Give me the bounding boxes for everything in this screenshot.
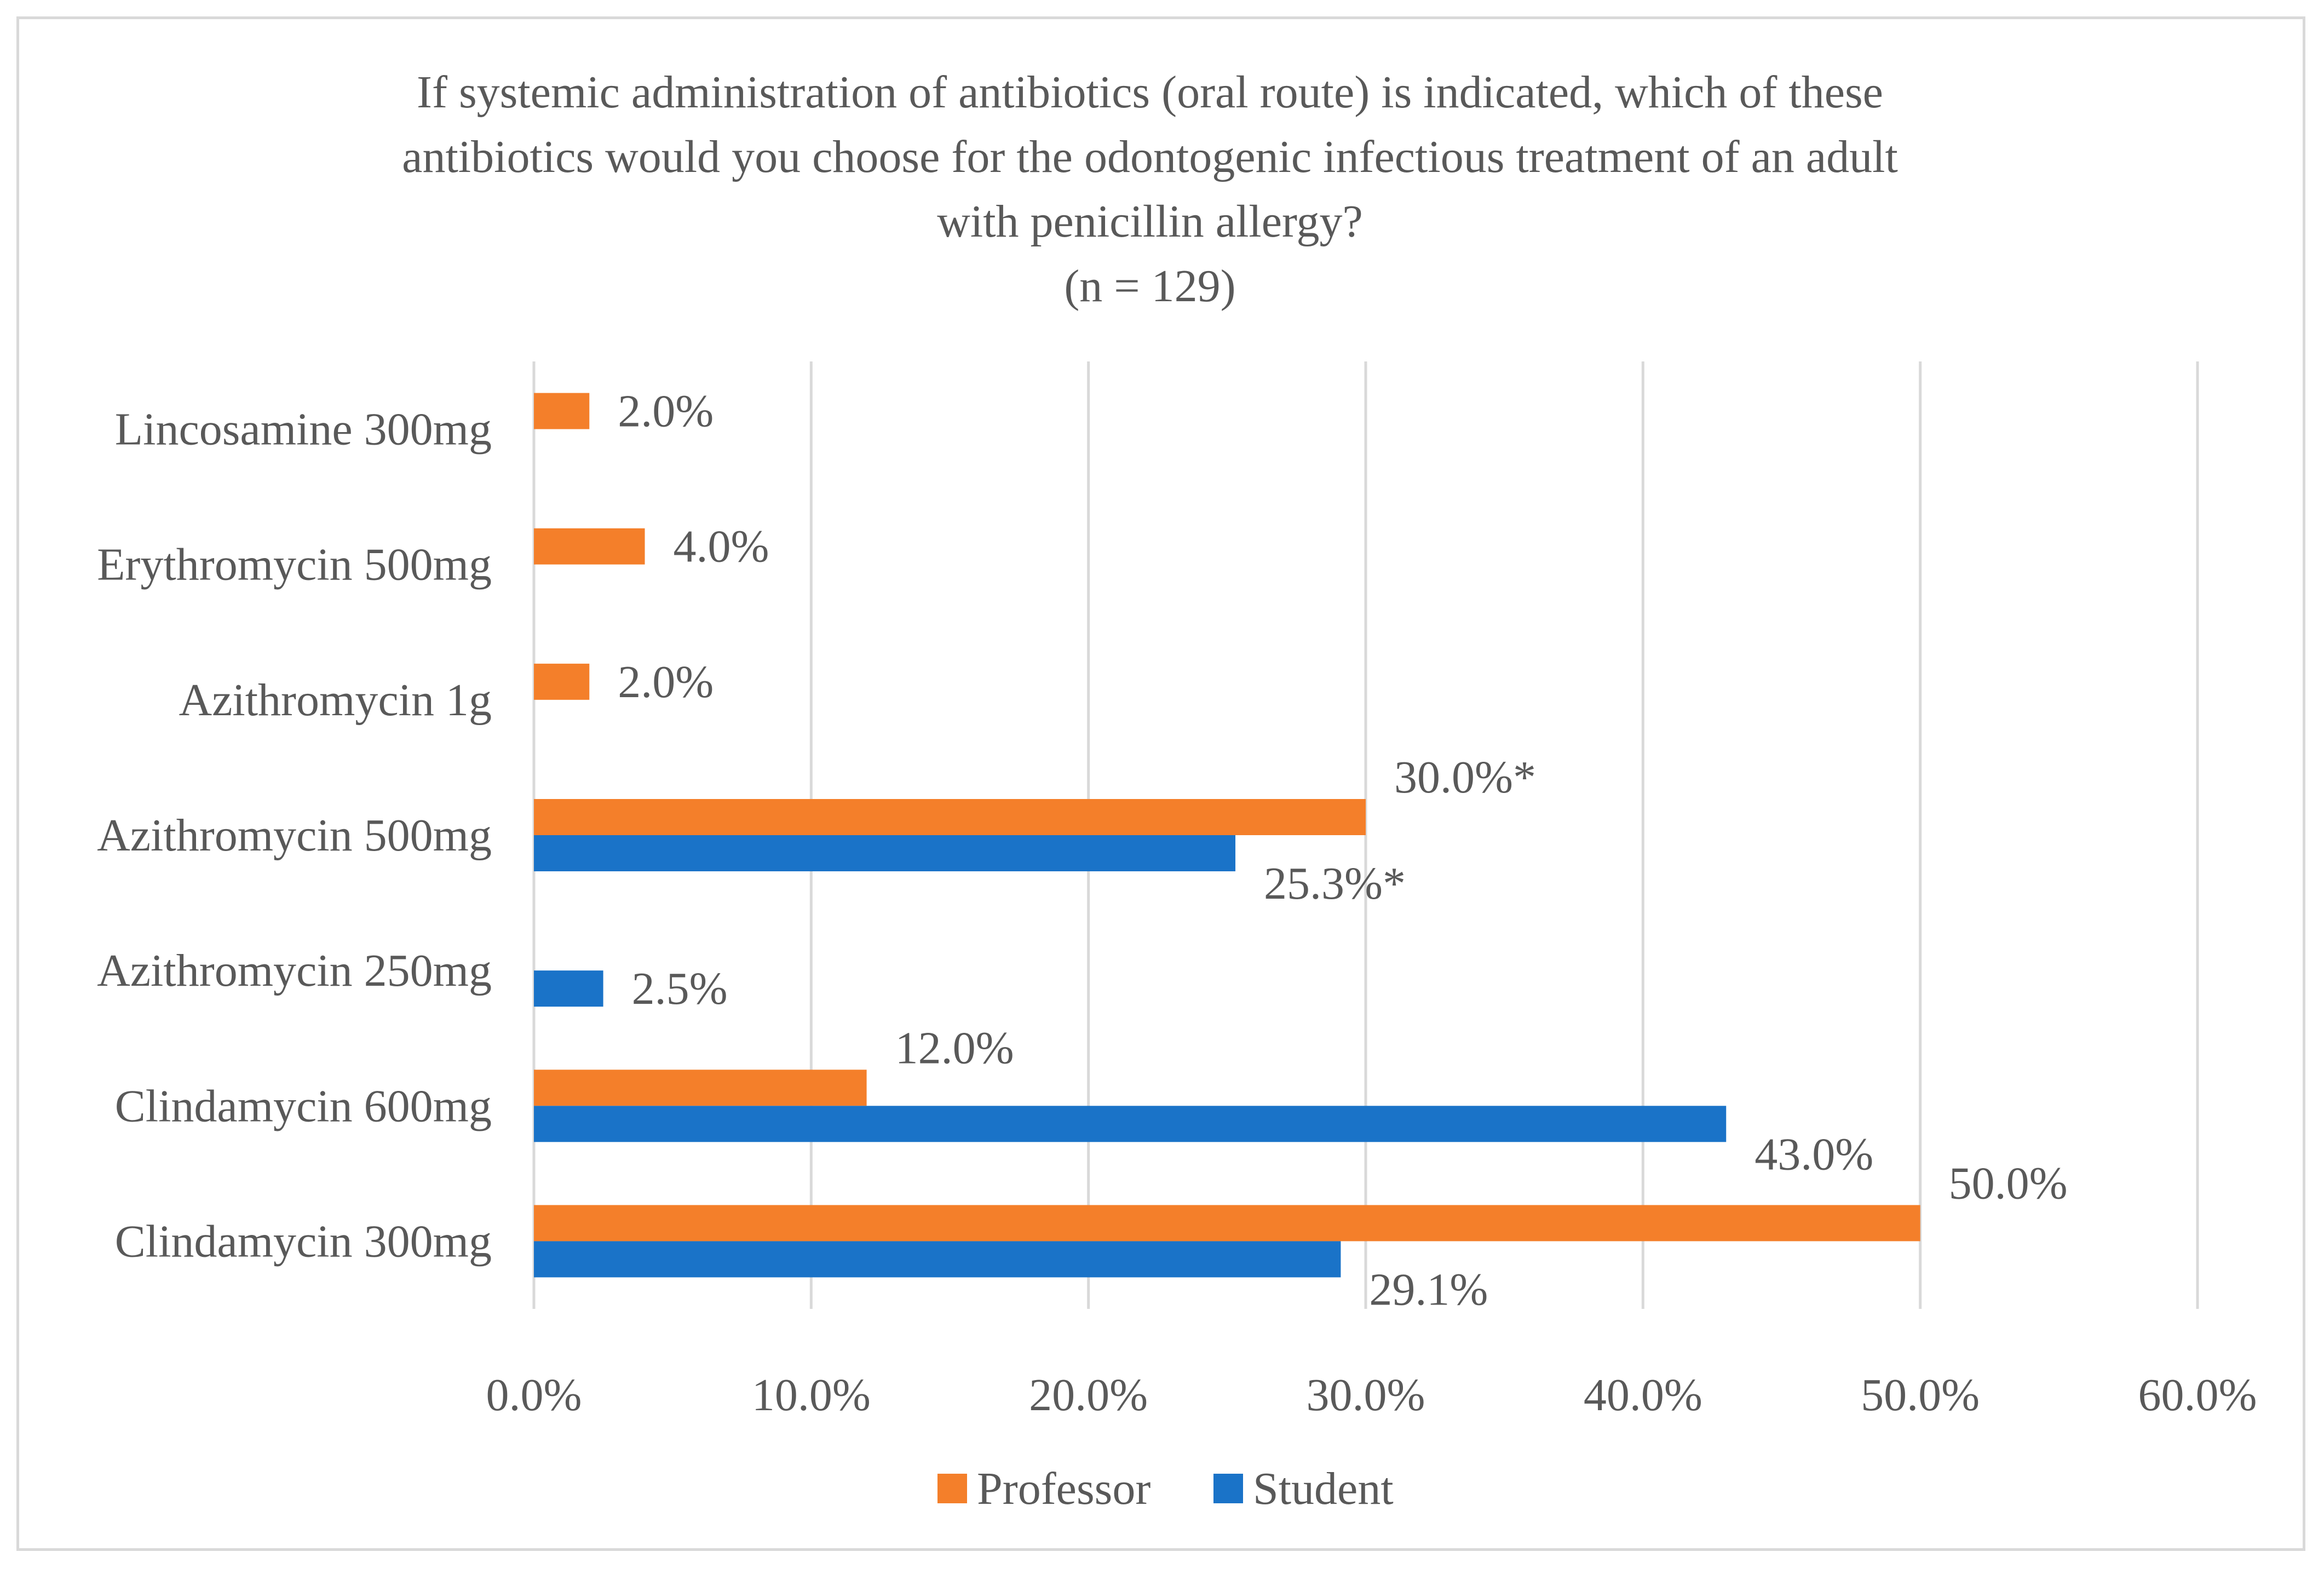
chart-title-line-3: with penicillin allergy?	[937, 196, 1363, 247]
chart-frame	[16, 16, 2305, 1551]
y-tick-label-5: Erythromycin 500mg	[97, 539, 492, 590]
data-label-professor-3: 30.0%*	[1394, 752, 1536, 803]
x-tick-label-0: 0.0%	[486, 1370, 582, 1421]
data-label-professor-1: 12.0%	[895, 1022, 1014, 1073]
legend-swatch-student	[1213, 1474, 1243, 1503]
y-tick-label-6: Lincosamine 300mg	[115, 404, 492, 455]
legend-item-professor: Professor	[937, 1461, 1151, 1516]
bar-professor-1	[534, 1070, 867, 1106]
bar-student-1	[534, 1106, 1727, 1142]
bar-professor-0	[534, 1205, 1920, 1242]
y-tick-label-2: Azithromycin 250mg	[97, 945, 492, 996]
bar-student-0	[534, 1241, 1341, 1278]
x-tick-label-2: 20.0%	[1029, 1370, 1148, 1421]
data-label-professor-0: 50.0%	[1949, 1158, 2068, 1209]
data-label-professor-6: 2.0%	[618, 386, 714, 437]
y-tick-label-0: Clindamycin 300mg	[115, 1216, 492, 1267]
legend-swatch-professor	[937, 1474, 967, 1503]
x-tick-label-6: 60.0%	[2138, 1370, 2257, 1421]
x-tick-label-5: 50.0%	[1861, 1370, 1980, 1421]
y-tick-label-4: Azithromycin 1g	[179, 675, 492, 726]
data-label-student-3: 25.3%*	[1264, 858, 1406, 909]
legend-label-professor: Professor	[977, 1463, 1151, 1514]
bar-student-3	[534, 835, 1236, 871]
chart-title: If systemic administration of antibiotic…	[164, 60, 2136, 319]
chart-title-line-1: If systemic administration of antibiotic…	[417, 67, 1883, 118]
data-label-student-1: 43.0%	[1754, 1129, 1873, 1180]
x-tick-label-3: 30.0%	[1307, 1370, 1425, 1421]
y-tick-label-3: Azithromycin 500mg	[97, 810, 492, 861]
bar-student-2	[534, 970, 603, 1007]
data-label-professor-4: 2.0%	[618, 657, 714, 708]
data-label-student-0: 29.1%	[1369, 1264, 1488, 1315]
bar-professor-4	[534, 663, 590, 700]
x-tick-label-1: 10.0%	[752, 1370, 871, 1421]
data-label-professor-5: 4.0%	[674, 521, 769, 572]
chart-title-line-2: antibiotics would you choose for the odo…	[402, 131, 1898, 182]
legend-label-student: Student	[1253, 1463, 1394, 1514]
legend-item-student: Student	[1213, 1461, 1394, 1516]
y-tick-label-1: Clindamycin 600mg	[115, 1081, 492, 1131]
x-tick-label-4: 40.0%	[1584, 1370, 1702, 1421]
bar-professor-5	[534, 528, 645, 565]
chart-title-line-4: (n = 129)	[1064, 261, 1236, 312]
bar-professor-3	[534, 799, 1366, 835]
data-label-student-2: 2.5%	[632, 963, 728, 1014]
bar-professor-6	[534, 393, 590, 429]
